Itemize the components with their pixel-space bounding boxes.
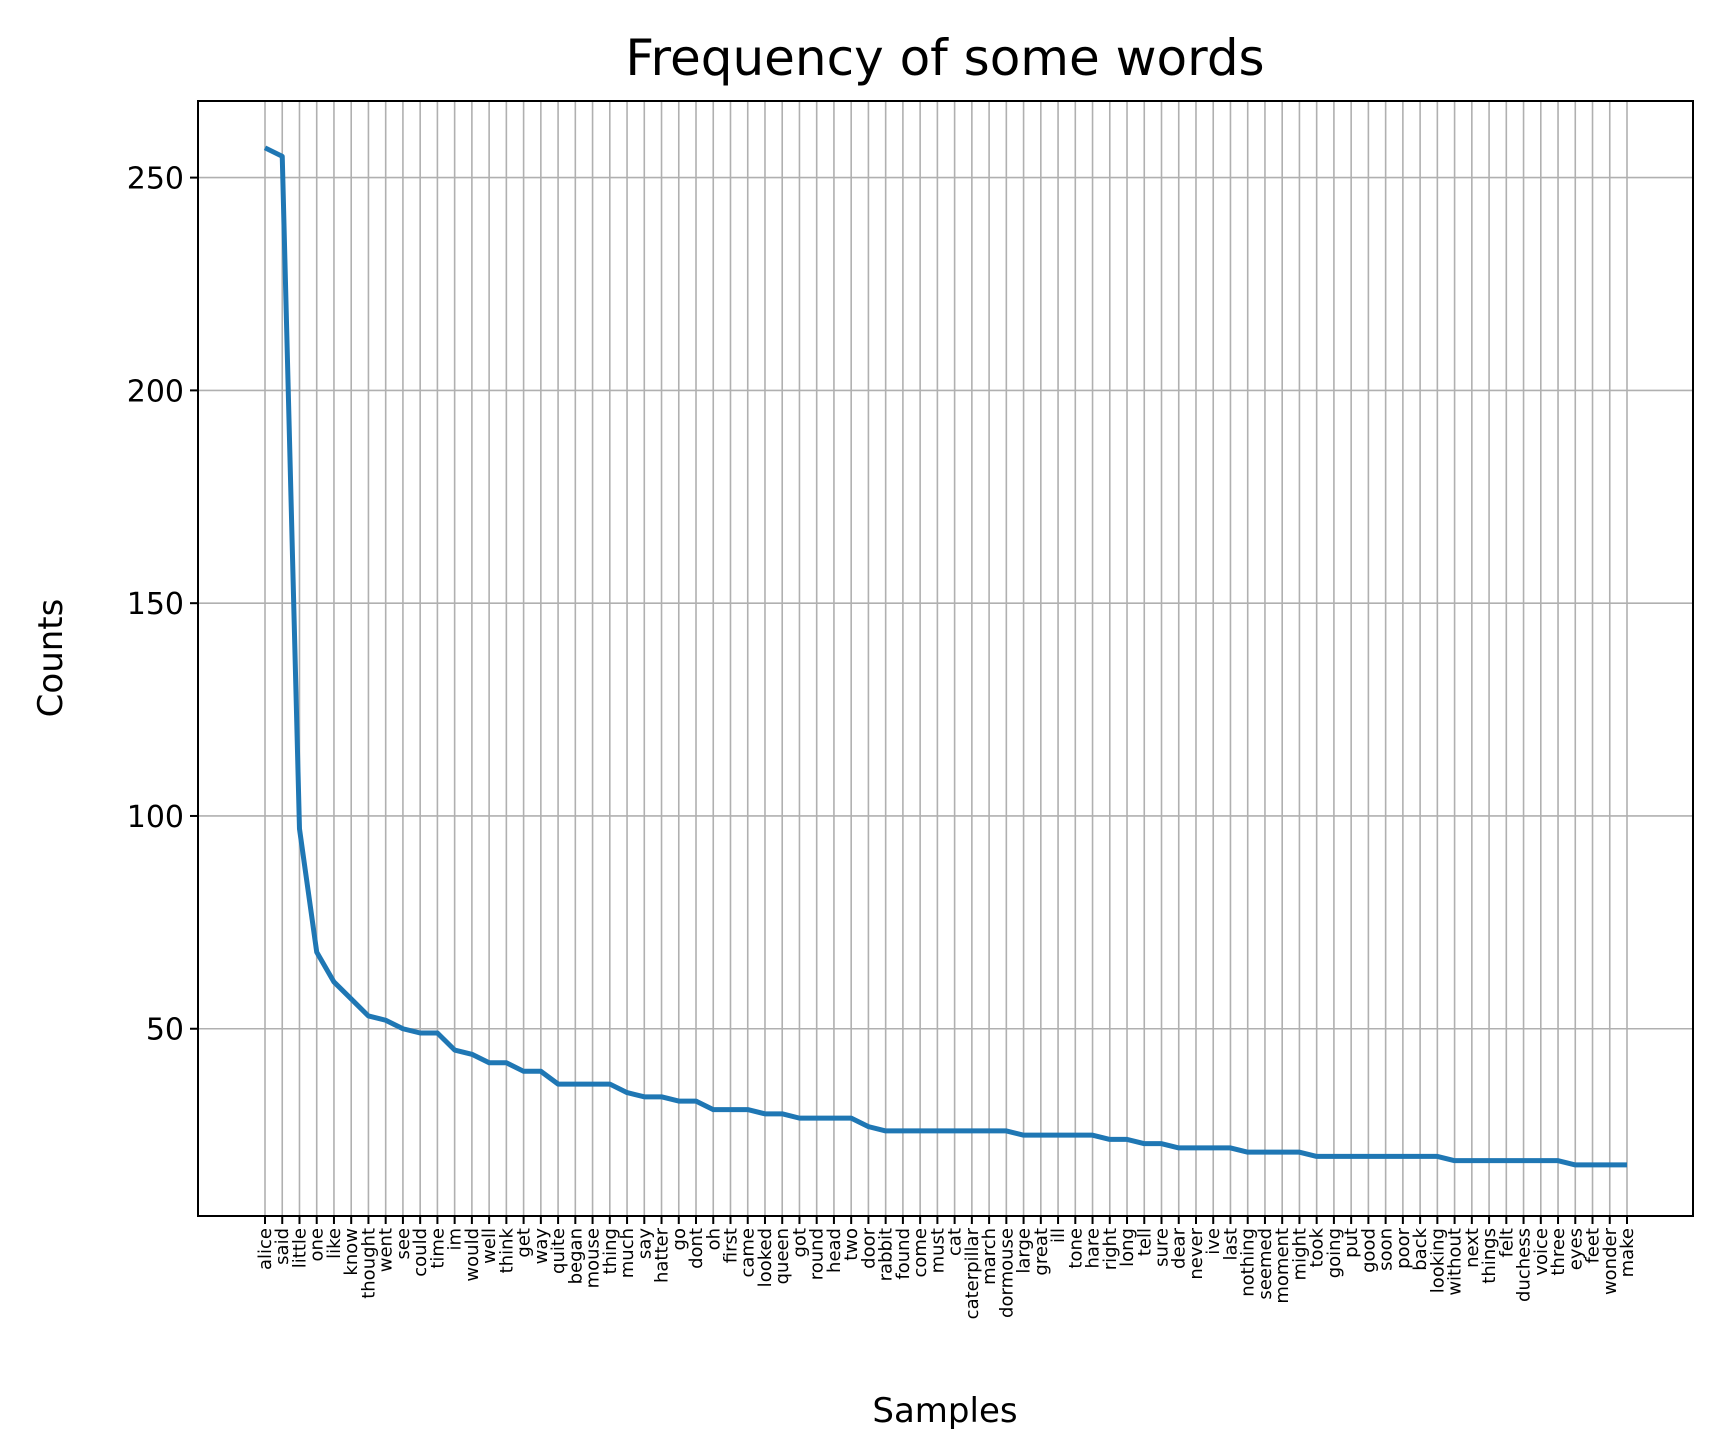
- x-tick-label: dont: [686, 1228, 707, 1269]
- x-tick-label: round: [807, 1228, 828, 1280]
- x-tick-label: eyes: [1565, 1228, 1586, 1270]
- x-tick-label: nothing: [1238, 1228, 1259, 1297]
- x-tick-label: say: [634, 1228, 655, 1259]
- x-tick-label: make: [1617, 1228, 1638, 1277]
- x-tick-label: thing: [600, 1228, 621, 1274]
- x-tick-label: took: [1307, 1227, 1328, 1267]
- x-tick-label: without: [1445, 1228, 1466, 1296]
- x-tick-label: looked: [755, 1228, 776, 1287]
- x-axis: alicesaidlittleonelikeknowthoughtwentsee…: [255, 1216, 1638, 1319]
- x-tick-label: hatter: [652, 1227, 673, 1283]
- x-tick-label: might: [1289, 1228, 1310, 1280]
- x-tick-label: think: [496, 1227, 517, 1273]
- x-tick-label: well: [479, 1228, 500, 1264]
- x-tick-label: must: [927, 1228, 948, 1273]
- x-tick-label: queen: [772, 1228, 793, 1284]
- x-tick-label: going: [1324, 1228, 1345, 1278]
- x-tick-label: dear: [1169, 1227, 1190, 1269]
- x-tick-label: like: [324, 1228, 345, 1259]
- x-tick-label: caterpillar: [962, 1227, 983, 1319]
- x-tick-label: one: [307, 1228, 328, 1262]
- x-tick-label: time: [427, 1228, 448, 1269]
- x-tick-label: large: [1014, 1228, 1035, 1274]
- x-tick-label: put: [1341, 1228, 1362, 1258]
- x-tick-label: ill: [1048, 1228, 1069, 1243]
- x-tick-label: right: [1100, 1228, 1121, 1270]
- x-tick-label: cat: [945, 1228, 966, 1256]
- x-tick-label: oh: [703, 1228, 724, 1250]
- x-tick-label: found: [893, 1228, 914, 1280]
- x-tick-label: looking: [1427, 1228, 1448, 1293]
- x-tick-label: began: [565, 1228, 586, 1284]
- x-tick-label: would: [462, 1228, 483, 1282]
- series-line: [263, 145, 1627, 1168]
- x-tick-label: rabbit: [876, 1228, 897, 1281]
- x-tick-label: came: [738, 1228, 759, 1278]
- y-tick-label: 150: [127, 587, 184, 622]
- x-tick-label: tell: [1134, 1228, 1155, 1256]
- y-tick-label: 200: [127, 374, 184, 409]
- x-tick-label: come: [910, 1228, 931, 1278]
- x-tick-label: feet: [1583, 1228, 1604, 1264]
- x-axis-label: Samples: [872, 1391, 1017, 1431]
- y-tick-label: 50: [146, 1013, 184, 1048]
- x-tick-label: first: [720, 1228, 741, 1263]
- x-tick-label: dormouse: [996, 1228, 1017, 1318]
- x-tick-label: thought: [358, 1228, 379, 1299]
- x-tick-label: things: [1479, 1228, 1500, 1284]
- x-tick-label: got: [789, 1228, 810, 1258]
- x-tick-label: said: [272, 1228, 293, 1265]
- x-tick-label: quite: [548, 1228, 569, 1274]
- x-tick-label: ive: [1203, 1228, 1224, 1255]
- x-tick-label: go: [669, 1228, 690, 1250]
- y-axis-label: Counts: [31, 599, 71, 718]
- x-tick-label: see: [393, 1228, 414, 1260]
- x-tick-label: three: [1548, 1228, 1569, 1276]
- x-tick-label: get: [514, 1228, 535, 1258]
- x-tick-label: great: [1031, 1228, 1052, 1276]
- x-tick-label: good: [1358, 1228, 1379, 1273]
- x-tick-label: much: [617, 1228, 638, 1278]
- x-tick-label: felt: [1496, 1228, 1517, 1257]
- x-tick-label: soon: [1376, 1228, 1397, 1271]
- x-tick-label: know: [341, 1228, 362, 1276]
- x-tick-label: mouse: [583, 1228, 604, 1288]
- x-tick-label: wonder: [1600, 1227, 1621, 1295]
- x-tick-label: next: [1462, 1228, 1483, 1268]
- x-tick-label: way: [531, 1228, 552, 1265]
- x-tick-label: long: [1117, 1228, 1138, 1267]
- series-layer: [263, 145, 1627, 1168]
- x-tick-label: head: [824, 1228, 845, 1273]
- x-tick-label: moment: [1272, 1228, 1293, 1304]
- chart-title: Frequency of some words: [625, 29, 1264, 87]
- x-tick-label: voice: [1531, 1228, 1552, 1276]
- grid-layer: [198, 101, 1693, 1216]
- y-tick-label: 100: [127, 800, 184, 835]
- x-tick-label: never: [1186, 1227, 1207, 1279]
- x-tick-label: alice: [255, 1228, 276, 1270]
- y-tick-label: 250: [127, 162, 184, 197]
- x-tick-label: could: [410, 1228, 431, 1277]
- x-tick-label: seemed: [1255, 1228, 1276, 1300]
- x-tick-label: back: [1410, 1227, 1431, 1270]
- x-tick-label: im: [445, 1228, 466, 1251]
- x-tick-label: sure: [1152, 1228, 1173, 1267]
- x-tick-label: tone: [1065, 1228, 1086, 1269]
- x-tick-label: hare: [1083, 1228, 1104, 1269]
- x-tick-label: march: [979, 1228, 1000, 1285]
- plot-frame: [197, 100, 1694, 1217]
- y-axis: 50 100 150 200 250: [127, 162, 198, 1048]
- x-tick-label: last: [1220, 1228, 1241, 1260]
- x-tick-label: little: [289, 1228, 310, 1268]
- x-tick-label: two: [841, 1228, 862, 1261]
- x-tick-label: door: [858, 1227, 879, 1268]
- x-tick-label: duchess: [1514, 1228, 1535, 1302]
- x-tick-label: poor: [1393, 1227, 1414, 1268]
- x-tick-label: went: [376, 1228, 397, 1272]
